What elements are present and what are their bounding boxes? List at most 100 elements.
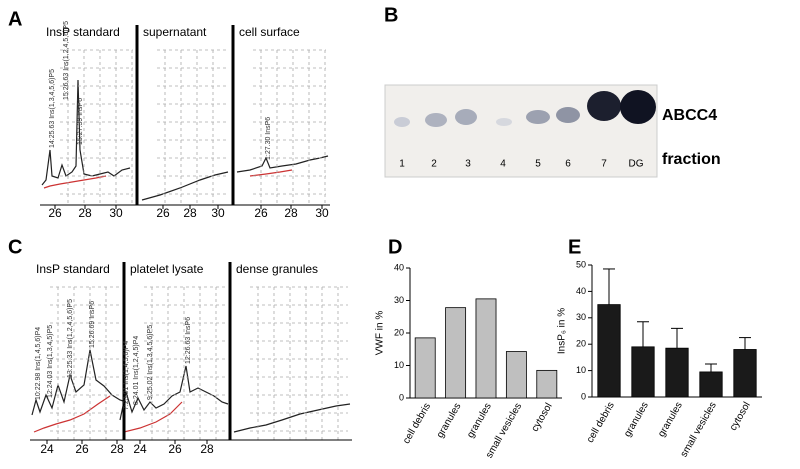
x-tick-label: granules [465, 401, 494, 440]
trace [31, 349, 127, 416]
band [587, 91, 621, 121]
lane-title: fraction [662, 151, 721, 168]
x-tick-label: 28 [284, 206, 298, 220]
x-tick-label: 28 [200, 442, 214, 456]
bar [597, 304, 621, 398]
y-tick-label: 10 [394, 360, 404, 370]
x-tick-label: small vesicles [679, 400, 719, 459]
x-tick-label: granules [435, 401, 464, 440]
band [425, 113, 447, 127]
subpanel-title: platelet lysate [130, 262, 204, 276]
trace [249, 169, 293, 177]
band [526, 110, 550, 124]
bar [536, 369, 558, 399]
x-tick-label: granules [622, 400, 651, 439]
x-tick-label: 28 [78, 206, 92, 220]
y-tick-label: 0 [399, 392, 404, 402]
peak-label: 1:27.30 InsP6 [265, 117, 272, 160]
lane-label: 2 [431, 159, 437, 170]
y-tick-label: 10 [576, 365, 586, 375]
x-tick-label: 26 [156, 206, 170, 220]
peak-label: 8:24.01 Ins(1,2,4,5)P4 [133, 336, 140, 405]
y-tick-label: 30 [394, 295, 404, 305]
trace [43, 175, 107, 189]
blot [384, 84, 658, 178]
bar [631, 346, 655, 398]
x-tick-label: cytosol [530, 401, 555, 433]
peak-label: 12:24.03 Ins(1,3,4,5)P5 [47, 325, 54, 398]
peak-label: 13:25.33 Ins(1,2,4,5,6)P5 [67, 299, 74, 378]
panel-letter: B [384, 4, 398, 26]
x-tick-label: 30 [315, 206, 329, 220]
trace [119, 365, 229, 421]
trace [233, 403, 351, 433]
band [394, 117, 410, 127]
band [496, 118, 512, 126]
x-tick-label: cell debris [585, 400, 617, 444]
panel-letter: C [8, 236, 22, 258]
bar [699, 371, 723, 398]
x-tick-label: 26 [75, 442, 89, 456]
y-tick-label: 40 [394, 262, 404, 272]
x-tick-label: 24 [133, 442, 147, 456]
y-tick-label: 50 [576, 259, 586, 269]
trace [33, 395, 111, 433]
peak-label: 9:25.02 Ins(1,3,4,5,6)P5 [147, 325, 154, 400]
band-label: ABCC4 [662, 107, 717, 124]
trace [41, 79, 131, 186]
subpanel-title: cell surface [239, 25, 300, 39]
y-tick-label: 20 [576, 339, 586, 349]
band [556, 107, 580, 123]
peak-label: 12:26.63 InsP6 [185, 317, 192, 364]
x-tick-label: 30 [211, 206, 225, 220]
bar [733, 349, 757, 398]
lane-label: 4 [500, 159, 506, 170]
x-tick-label: 28 [183, 206, 197, 220]
bar [665, 347, 689, 398]
bar [475, 298, 497, 399]
lane-label: 7 [601, 159, 607, 170]
lane-label: 1 [399, 159, 405, 170]
peak-label: 15:26.63 Ins(1,2,4,5,6)P5 [63, 21, 70, 100]
y-axis-label: InsP₆ in % [557, 308, 568, 354]
peak-label: 7:23.01 Ins(1,4,5,6)P4 [123, 341, 130, 410]
bar [505, 351, 527, 399]
peak-label: 10:22.98 Ins(1,4,5,6)P4 [35, 327, 42, 400]
x-tick-label: 24 [40, 442, 54, 456]
lane-label: DG [629, 159, 644, 170]
peak-label: 15:26.69 InsP6 [89, 301, 96, 348]
x-tick-label: 26 [48, 206, 62, 220]
y-tick-label: 0 [581, 391, 586, 401]
peak-label: 15:27.39 InsP6 [77, 98, 84, 145]
band [620, 90, 656, 124]
subpanel-title: supernatant [143, 25, 207, 39]
x-tick-label: cytosol [728, 400, 753, 432]
x-tick-label: 26 [168, 442, 182, 456]
panel-letter: E [568, 236, 581, 258]
x-tick-label: 30 [109, 206, 123, 220]
trace [123, 401, 183, 433]
x-tick-label: 26 [254, 206, 268, 220]
subpanel-title: InsP standard [36, 262, 110, 276]
subpanel-title: InsP standard [46, 25, 120, 39]
y-tick-label: 40 [576, 286, 586, 296]
x-tick-label: cell debris [401, 401, 433, 445]
traces [31, 79, 351, 433]
panel-letter: D [388, 236, 402, 258]
y-tick-label: 30 [576, 312, 586, 322]
x-tick-label: granules [656, 400, 685, 439]
bar [414, 337, 436, 399]
trace [141, 171, 229, 201]
trace [236, 155, 329, 173]
panel-letter: A [8, 8, 22, 30]
subpanel-title: dense granules [236, 262, 318, 276]
lane-label: 5 [535, 159, 541, 170]
lane-label: 3 [465, 159, 471, 170]
y-axis-label: VWF in % [375, 311, 386, 356]
x-tick-label: 28 [110, 442, 124, 456]
bar [445, 307, 467, 399]
y-tick-label: 20 [394, 327, 404, 337]
band [455, 109, 477, 125]
peak-label: 14:25.63 Ins(1,3,4,5,6)P5 [49, 69, 56, 148]
